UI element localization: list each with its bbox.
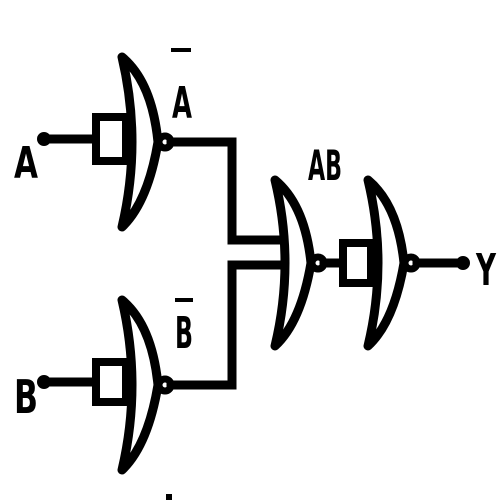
nor-gate-4-input-pad — [339, 239, 375, 287]
not-a-label: A — [172, 78, 192, 129]
nor-gate-1-input-pad — [92, 113, 130, 165]
input-b-label: B — [14, 370, 38, 424]
nor-gate-3 — [270, 175, 328, 351]
nor-gate-1-body — [117, 52, 163, 232]
nor-gate-4 — [363, 175, 421, 351]
nor-gate-2-input-pad — [92, 358, 130, 406]
ab-label: AB — [308, 141, 342, 190]
not-b-label: B — [175, 308, 193, 359]
nor-gate-2-body — [117, 295, 163, 475]
output-y-label: Y — [475, 245, 496, 296]
input-a-terminal — [37, 132, 51, 146]
not-b-wire — [166, 260, 287, 390]
input-a-label: A — [14, 138, 38, 189]
nor-gate-3-body — [270, 175, 316, 351]
output-y-terminal — [456, 256, 470, 270]
input-b-terminal — [37, 375, 51, 389]
not-a-wire — [166, 137, 287, 245]
bottom-edge-mark — [166, 494, 172, 500]
nor-gate-4-body — [363, 175, 409, 351]
